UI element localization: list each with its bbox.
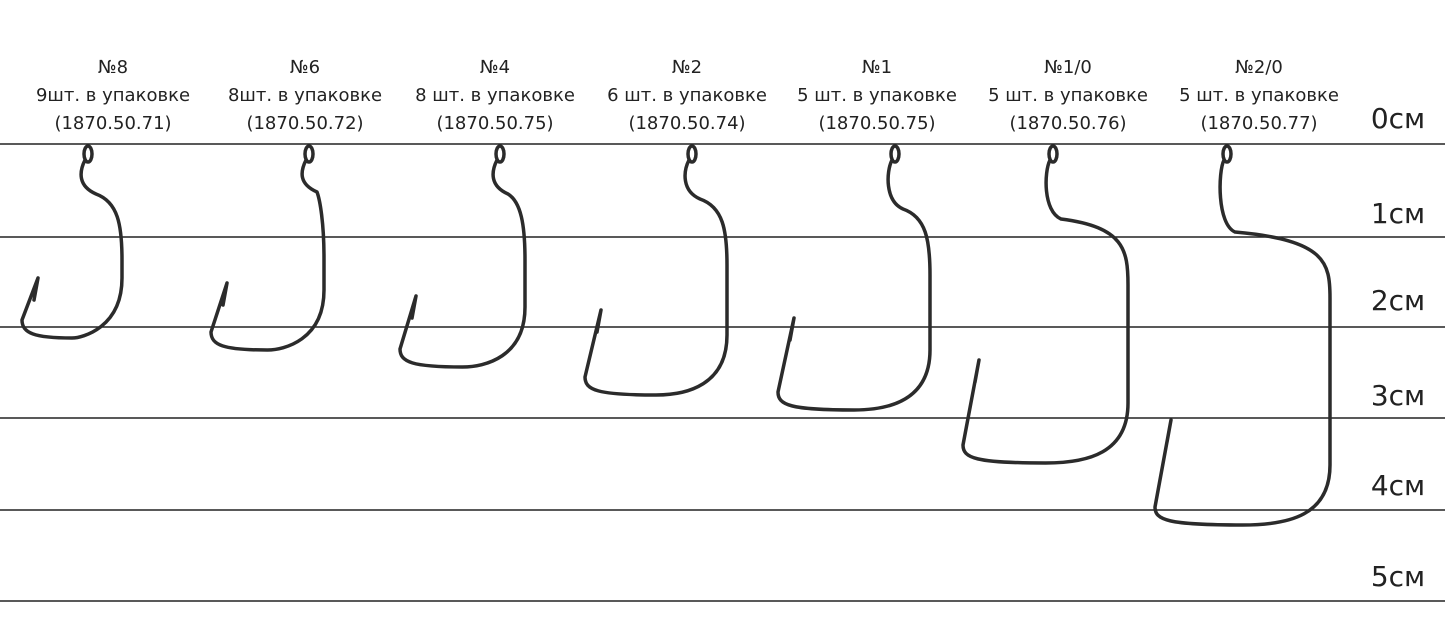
- hook-code: (1870.50.75): [436, 113, 553, 134]
- hook-body: [20, 158, 124, 340]
- hook-size: №8: [98, 57, 128, 78]
- hook-eye: [1221, 144, 1233, 164]
- hook-size: №1: [862, 57, 892, 78]
- hook-eye: [686, 144, 698, 164]
- hook-body: [776, 158, 932, 412]
- hook-body: [398, 158, 527, 369]
- hook-eye: [1047, 144, 1059, 164]
- hook-size: №4: [480, 57, 510, 78]
- hook: [1153, 144, 1332, 527]
- scale-label: 3см: [1371, 379, 1425, 412]
- hook-code: (1870.50.71): [54, 113, 171, 134]
- hook: [776, 144, 932, 412]
- hook-eye: [889, 144, 901, 164]
- scale-label: 5см: [1371, 560, 1425, 593]
- hook: [583, 144, 729, 397]
- scale-label: 2см: [1371, 284, 1425, 317]
- hook-qty: 9шт. в упаковке: [36, 85, 190, 106]
- hook-code: (1870.50.72): [246, 113, 363, 134]
- scale-label: 1см: [1371, 197, 1425, 230]
- scale-label: 4см: [1371, 469, 1425, 502]
- hook: [20, 144, 124, 340]
- hook-code: (1870.50.77): [1200, 113, 1317, 134]
- hook-code: (1870.50.74): [628, 113, 745, 134]
- hook-code: (1870.50.75): [818, 113, 935, 134]
- scale-label: 0см: [1371, 102, 1425, 135]
- hook: [398, 144, 527, 369]
- hook-qty: 5 шт. в упаковке: [1179, 85, 1339, 106]
- hook-size: №6: [290, 57, 320, 78]
- hook-qty: 8 шт. в упаковке: [415, 85, 575, 106]
- hook-eye: [303, 144, 315, 164]
- hook-qty: 5 шт. в упаковке: [988, 85, 1148, 106]
- hook-qty: 5 шт. в упаковке: [797, 85, 957, 106]
- hook: [961, 144, 1130, 465]
- hook-body: [209, 158, 326, 352]
- hook-size: №2: [672, 57, 702, 78]
- hook: [209, 144, 326, 352]
- hook-size: №2/0: [1235, 57, 1283, 78]
- hook-qty: 6 шт. в упаковке: [607, 85, 767, 106]
- hook-code: (1870.50.76): [1009, 113, 1126, 134]
- hook-eye: [494, 144, 506, 164]
- hook-body: [583, 158, 729, 397]
- hook-size: №1/0: [1044, 57, 1092, 78]
- hook-body: [961, 158, 1130, 465]
- hook-qty: 8шт. в упаковке: [228, 85, 382, 106]
- hook-eye: [82, 144, 94, 164]
- hook-body: [1153, 158, 1332, 527]
